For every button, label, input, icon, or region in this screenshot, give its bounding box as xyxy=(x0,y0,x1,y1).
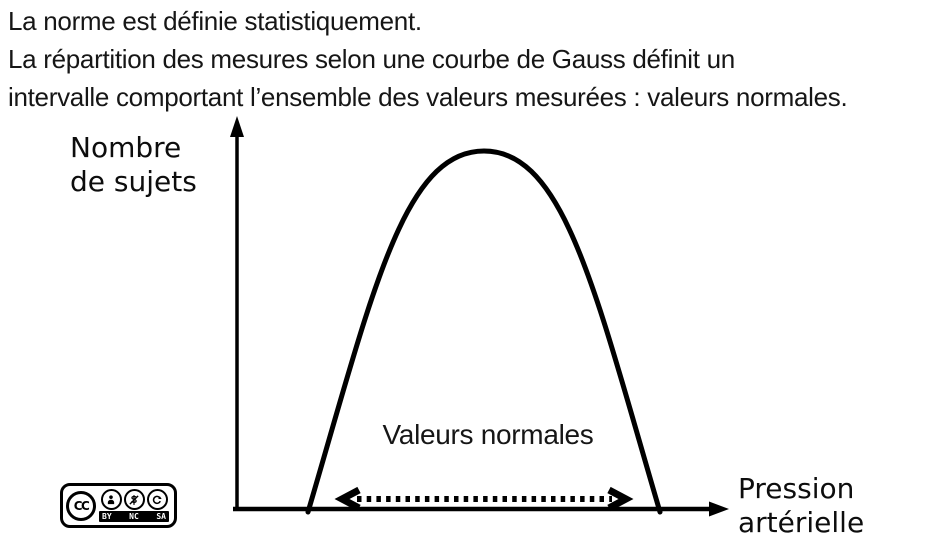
y-axis-label: Nombre de sujets xyxy=(70,131,197,199)
intro-line-3: intervalle comportant l’ensemble des val… xyxy=(8,82,848,112)
x-axis-label-line-2: artérielle xyxy=(738,506,865,539)
nc-label: NC xyxy=(129,512,139,521)
y-axis-label-line-1: Nombre xyxy=(70,131,182,164)
intro-line-2: La répartition des mesures selon une cou… xyxy=(8,44,735,74)
cc-license-labels-row: BY NC SA xyxy=(99,511,169,522)
attribution-person-icon xyxy=(100,489,122,510)
intro-paragraph: La norme est définie statistiquement. La… xyxy=(8,2,848,116)
gauss-curve xyxy=(305,148,663,515)
non-commercial-no-dollar-icon xyxy=(123,489,145,510)
x-axis-label-line-1: Pression xyxy=(738,472,855,505)
cc-logo-icon: CC xyxy=(66,490,96,521)
cc-license-badge: CC BY NC SA xyxy=(60,483,177,528)
x-axis-label: Pression artérielle xyxy=(738,472,864,540)
normal-range-left-arrowhead-icon xyxy=(334,486,361,512)
sa-label: SA xyxy=(156,512,166,521)
y-axis-arrowhead-icon xyxy=(230,116,244,137)
normal-range-right-arrowhead-icon xyxy=(607,486,634,512)
cc-logo-text: CC xyxy=(73,498,90,513)
y-axis-label-line-2: de sujets xyxy=(70,165,197,198)
by-label: BY xyxy=(102,512,112,521)
x-axis-arrowhead-icon xyxy=(709,501,729,517)
cc-badge-right-section: BY NC SA xyxy=(99,489,169,522)
intro-line-1: La norme est définie statistiquement. xyxy=(8,6,422,36)
cc-license-icons-row xyxy=(100,489,168,510)
share-alike-loop-arrow-icon xyxy=(146,489,168,510)
normal-values-label: Valeurs normales xyxy=(382,419,594,450)
